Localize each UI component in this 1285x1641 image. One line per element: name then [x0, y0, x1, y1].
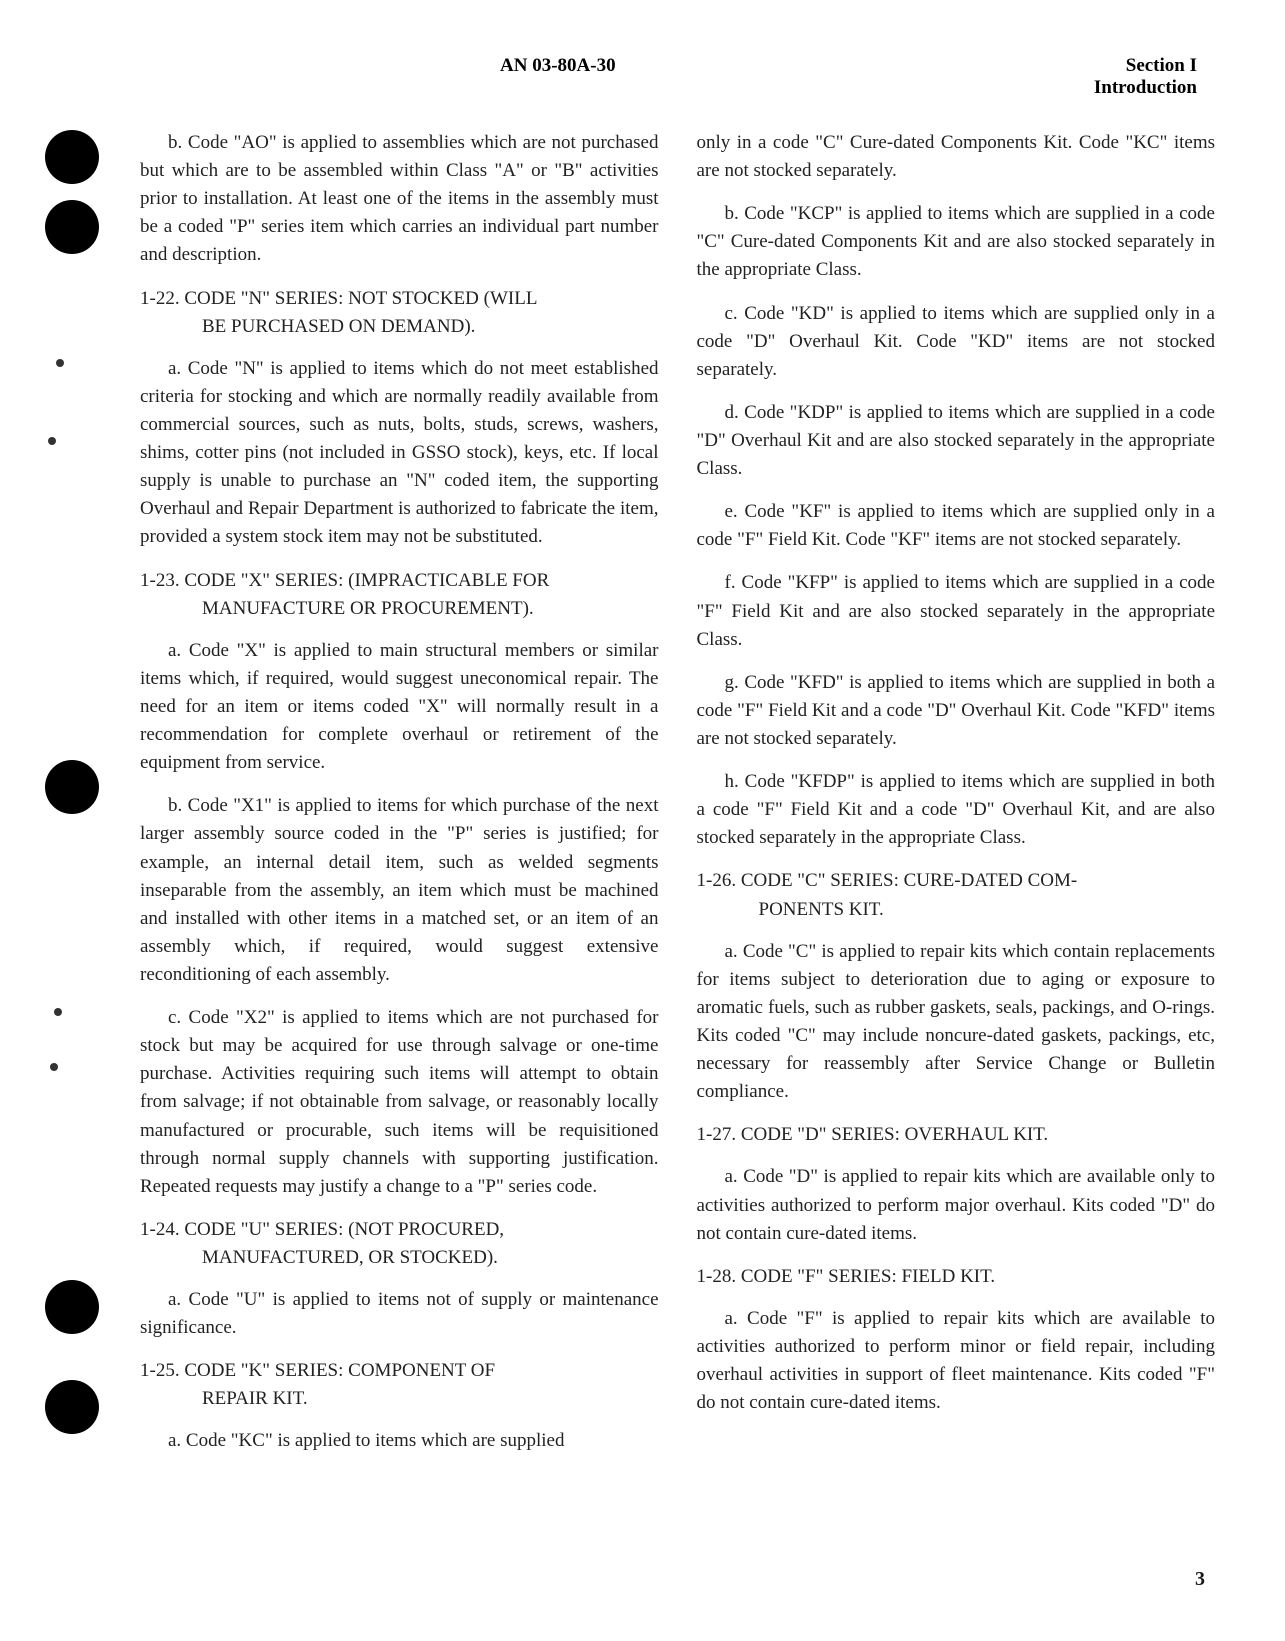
heading-line: 1-26. CODE "C" SERIES: CURE-DATED COM-: [697, 867, 1216, 895]
heading-line: 1-23. CODE "X" SERIES: (IMPRACTICABLE FO…: [140, 567, 659, 595]
punch-hole: [45, 130, 99, 184]
section-heading-1-26: 1-26. CODE "C" SERIES: CURE-DATED COM- P…: [697, 867, 1216, 923]
section-heading-1-27: 1-27. CODE "D" SERIES: OVERHAUL KIT.: [697, 1121, 1216, 1149]
left-column: b. Code "AO" is applied to assemblies wh…: [140, 129, 659, 1471]
paragraph-1-23-a: a. Code "X" is applied to main structura…: [140, 637, 659, 778]
section-heading-1-22: 1-22. CODE "N" SERIES: NOT STOCKED (WILL…: [140, 285, 659, 341]
header-section: Section I Introduction: [1094, 55, 1197, 99]
doc-number: AN 03-80A-30: [500, 55, 616, 99]
paragraph-kdp: d. Code "KDP" is applied to items which …: [697, 399, 1216, 483]
paragraph-kd: c. Code "KD" is applied to items which a…: [697, 300, 1216, 384]
section-heading-1-24: 1-24. CODE "U" SERIES: (NOT PROCURED, MA…: [140, 1216, 659, 1272]
section-heading-1-28: 1-28. CODE "F" SERIES: FIELD KIT.: [697, 1263, 1216, 1291]
scan-mark: [54, 1008, 62, 1016]
paragraph-1-23-c: c. Code "X2" is applied to items which a…: [140, 1004, 659, 1201]
punch-hole: [45, 1280, 99, 1334]
heading-line: MANUFACTURE OR PROCUREMENT).: [140, 595, 659, 623]
content-columns: b. Code "AO" is applied to assemblies wh…: [140, 129, 1215, 1471]
paragraph-kfp: f. Code "KFP" is applied to items which …: [697, 569, 1216, 653]
paragraph-continuation: only in a code "C" Cure-dated Components…: [697, 129, 1216, 185]
heading-line: BE PURCHASED ON DEMAND).: [140, 313, 659, 341]
page-number: 3: [1195, 1568, 1205, 1591]
paragraph-1-22-a: a. Code "N" is applied to items which do…: [140, 355, 659, 552]
section-number: Section I: [1094, 55, 1197, 77]
punch-hole: [45, 200, 99, 254]
paragraph-1-27-a: a. Code "D" is applied to repair kits wh…: [697, 1163, 1216, 1247]
scan-mark: [56, 359, 64, 367]
section-name: Introduction: [1094, 77, 1197, 99]
heading-line: PONENTS KIT.: [697, 896, 1216, 924]
paragraph-b-ao: b. Code "AO" is applied to assemblies wh…: [140, 129, 659, 270]
paragraph-kcp: b. Code "KCP" is applied to items which …: [697, 200, 1216, 284]
heading-line: MANUFACTURED, OR STOCKED).: [140, 1244, 659, 1272]
heading-line: 1-24. CODE "U" SERIES: (NOT PROCURED,: [140, 1216, 659, 1244]
paragraph-1-24-a: a. Code "U" is applied to items not of s…: [140, 1286, 659, 1342]
paragraph-kfd: g. Code "KFD" is applied to items which …: [697, 669, 1216, 753]
punch-hole: [45, 760, 99, 814]
paragraph-kf: e. Code "KF" is applied to items which a…: [697, 498, 1216, 554]
page-header: AN 03-80A-30 Section I Introduction: [140, 55, 1215, 99]
scan-mark: [48, 437, 56, 445]
heading-line: 1-28. CODE "F" SERIES: FIELD KIT.: [697, 1263, 1216, 1291]
paragraph-1-26-a: a. Code "C" is applied to repair kits wh…: [697, 938, 1216, 1107]
right-column: only in a code "C" Cure-dated Components…: [697, 129, 1216, 1471]
heading-line: 1-22. CODE "N" SERIES: NOT STOCKED (WILL: [140, 285, 659, 313]
section-heading-1-25: 1-25. CODE "K" SERIES: COMPONENT OF REPA…: [140, 1357, 659, 1413]
scan-mark: [50, 1063, 58, 1071]
paragraph-1-25-a: a. Code "KC" is applied to items which a…: [140, 1427, 659, 1455]
paragraph-1-23-b: b. Code "X1" is applied to items for whi…: [140, 792, 659, 989]
section-heading-1-23: 1-23. CODE "X" SERIES: (IMPRACTICABLE FO…: [140, 567, 659, 623]
paragraph-kfdp: h. Code "KFDP" is applied to items which…: [697, 768, 1216, 852]
punch-hole: [45, 1380, 99, 1434]
paragraph-1-28-a: a. Code "F" is applied to repair kits wh…: [697, 1305, 1216, 1417]
heading-line: 1-25. CODE "K" SERIES: COMPONENT OF: [140, 1357, 659, 1385]
heading-line: 1-27. CODE "D" SERIES: OVERHAUL KIT.: [697, 1121, 1216, 1149]
heading-line: REPAIR KIT.: [140, 1385, 659, 1413]
